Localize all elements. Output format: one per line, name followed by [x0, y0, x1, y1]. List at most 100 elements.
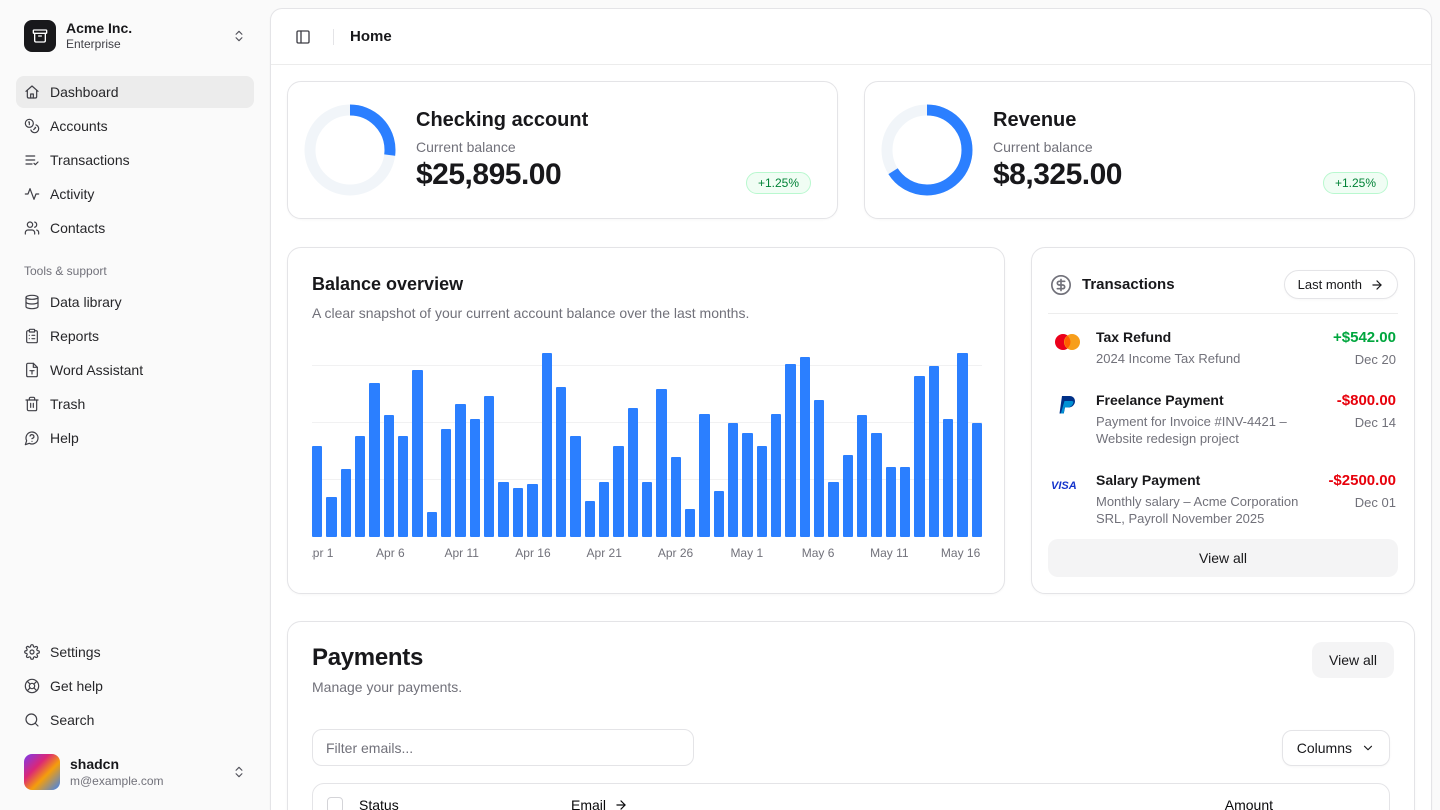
- transactions-list: Tax Refund 2024 Income Tax Refund +$542.00…: [1048, 314, 1398, 537]
- bar-may-4: [785, 364, 796, 537]
- revenue-donut-chart: [881, 104, 973, 196]
- transaction-row[interactable]: VISA Salary Payment Monthly salary – Acme …: [1048, 457, 1398, 537]
- search-icon: [24, 712, 40, 728]
- sidebar-item-contacts[interactable]: Contacts: [16, 212, 254, 244]
- bar-apr-30: [727, 423, 739, 537]
- gear-icon: [24, 644, 40, 660]
- sidebar-item-label: Word Assistant: [50, 362, 144, 378]
- balance-overview-title: Balance overview: [312, 274, 464, 294]
- list-check-icon: [24, 152, 40, 168]
- activity-icon: [24, 186, 40, 202]
- chart-x-axis-labels: Apr 1 Apr 6 Apr 11 Apr 16 Apr 21 Apr 26 May 1 M…: [312, 546, 982, 564]
- x-axis-tick: Apr 21: [586, 546, 622, 560]
- bar-apr-13: [484, 396, 495, 537]
- sidebar-item-word-assistant[interactable]: Word Assistant: [16, 354, 254, 386]
- sidebar-nav-footer: Settings Get help Search: [16, 636, 254, 736]
- payments-card: Payments Manage your payments. View all …: [287, 621, 1415, 810]
- checking-account-card: Checking account Current balance $25,895…: [287, 81, 838, 219]
- x-axis-tick: Apr 6: [376, 546, 405, 560]
- bar-apr-15: [512, 487, 524, 537]
- checking-donut-chart: [304, 104, 396, 196]
- file-type-icon: [24, 362, 40, 378]
- payments-subtitle: Manage your payments.: [312, 679, 463, 695]
- sidebar-item-reports[interactable]: Reports: [16, 320, 254, 352]
- divider: [1048, 313, 1398, 314]
- sidebar-section-label: Tools & support: [24, 264, 107, 278]
- sidebar-item-label: Activity: [50, 186, 95, 202]
- sidebar-item-label: Dashboard: [50, 84, 119, 100]
- sidebar-item-label: Transactions: [50, 152, 130, 168]
- select-all-checkbox[interactable]: [327, 796, 343, 810]
- columns-label: Columns: [1296, 739, 1352, 756]
- sidebar-item-dashboard[interactable]: Dashboard: [16, 76, 254, 108]
- sidebar-item-get-help[interactable]: Get help: [16, 670, 254, 702]
- arrow-right-icon: [1370, 278, 1384, 292]
- house-icon: [24, 84, 40, 100]
- bar-may-13: [914, 375, 925, 537]
- revenue-card: Revenue Current balance $8,325.00 +1.25%: [864, 81, 1415, 219]
- bar-apr-19: [570, 436, 581, 537]
- bar-apr-23: [627, 407, 638, 537]
- card-label: Current balance: [416, 138, 516, 155]
- bar-apr-1: [312, 445, 323, 537]
- bar-may-7: [828, 481, 839, 537]
- bar-apr-25: [656, 388, 667, 537]
- x-axis-tick: Apr 11: [444, 546, 479, 560]
- columns-dropdown-button[interactable]: Columns: [1281, 729, 1390, 766]
- card-title: Revenue: [993, 108, 1077, 131]
- trash-icon: [24, 396, 40, 412]
- coins-icon: [24, 118, 40, 134]
- sidebar-item-activity[interactable]: Activity: [16, 178, 254, 210]
- sidebar-item-transactions[interactable]: Transactions: [16, 144, 254, 176]
- x-axis-tick: May 16: [940, 546, 981, 560]
- transaction-amount: -$800.00: [1336, 391, 1396, 409]
- svg-text:VISA: VISA: [1051, 480, 1077, 492]
- user-name: shadcn: [70, 756, 120, 773]
- user-email: m@example.com: [70, 773, 164, 788]
- sidebar-item-settings[interactable]: Settings: [16, 636, 254, 668]
- transaction-row[interactable]: Freelance Payment Payment for Invoice #IN…: [1048, 377, 1398, 457]
- payments-table: Status Email Amount: [312, 783, 1390, 810]
- bar-apr-17: [541, 352, 552, 537]
- bar-apr-4: [355, 436, 366, 537]
- sidebar-item-trash[interactable]: Trash: [16, 388, 254, 420]
- filter-emails-input[interactable]: [312, 729, 694, 766]
- workspace-switcher[interactable]: Acme Inc. Enterprise: [16, 12, 254, 60]
- bar-may-2: [756, 445, 767, 537]
- bar-may-15: [943, 419, 954, 537]
- sidebar-item-data-library[interactable]: Data library: [16, 286, 254, 318]
- user-menu[interactable]: shadcn m@example.com: [16, 746, 254, 798]
- transaction-title: Salary Payment: [1096, 471, 1201, 488]
- sidebar-item-label: Contacts: [50, 220, 106, 236]
- sidebar-item-accounts[interactable]: Accounts: [16, 110, 254, 142]
- bar-apr-9: [426, 512, 438, 537]
- sidebar-item-search[interactable]: Search: [16, 704, 254, 736]
- page-title: Home: [350, 28, 392, 45]
- column-header-email[interactable]: Email: [571, 797, 1113, 810]
- transactions-card: Transactions Last month Tax Refund 2024 I…: [1031, 247, 1415, 594]
- x-axis-tick: May 6: [801, 546, 835, 560]
- transaction-row[interactable]: Tax Refund 2024 Income Tax Refund +$542.00…: [1048, 314, 1398, 377]
- chart-gridline: [312, 479, 982, 480]
- chevrons-up-down-icon: [232, 29, 246, 43]
- transactions-view-all-button[interactable]: View all: [1048, 539, 1398, 577]
- panel-left-icon: [295, 29, 311, 45]
- x-axis-tick: May 11: [870, 546, 909, 560]
- balance-overview-card: Balance overview A clear snapshot of you…: [287, 247, 1005, 594]
- sidebar-item-label: Accounts: [50, 118, 108, 134]
- transaction-amount: -$2500.00: [1328, 471, 1396, 489]
- chevron-down-icon: [1361, 741, 1375, 755]
- chart-gridline: [312, 365, 982, 366]
- bar-apr-20: [584, 500, 595, 537]
- bar-may-9: [857, 415, 868, 537]
- sidebar: Acme Inc. Enterprise Dashboard Accounts Tr…: [0, 0, 270, 810]
- bar-apr-5: [369, 383, 380, 537]
- payments-view-all-button[interactable]: View all: [1312, 642, 1394, 678]
- sidebar-toggle-button[interactable]: [289, 23, 317, 51]
- sidebar-item-label: Data library: [50, 294, 122, 310]
- sidebar-item-label: Settings: [50, 644, 101, 660]
- sidebar-item-help[interactable]: Help: [16, 422, 254, 454]
- last-month-button[interactable]: Last month: [1283, 270, 1398, 299]
- bar-apr-8: [412, 369, 423, 537]
- column-header-amount: Amount: [1224, 796, 1273, 810]
